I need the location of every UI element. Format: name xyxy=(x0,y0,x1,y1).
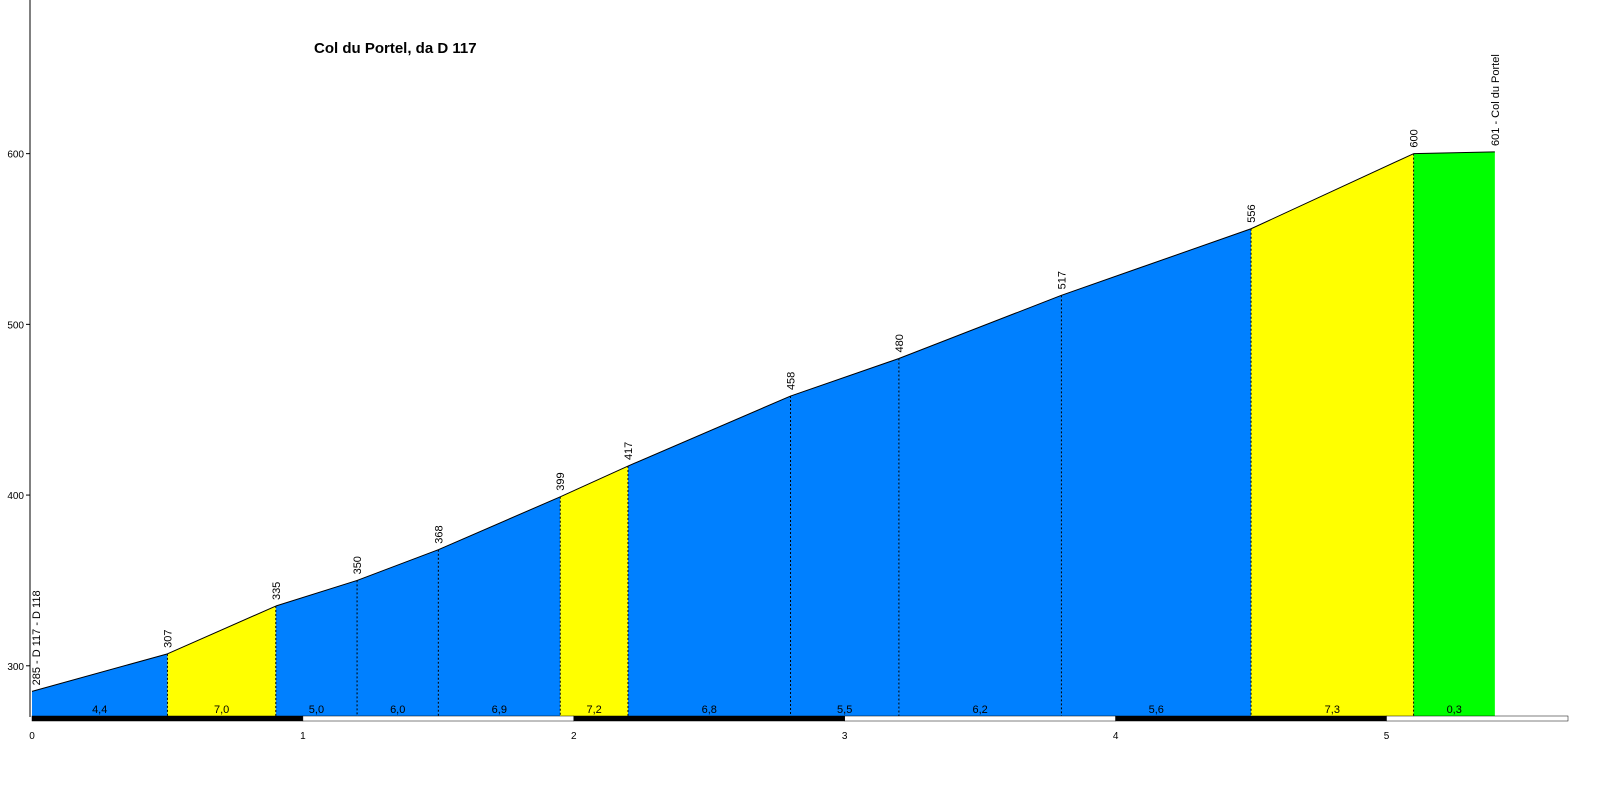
segment xyxy=(275,580,358,717)
elevation-label: 417 xyxy=(623,442,635,460)
chart-title: Col du Portel, da D 117 xyxy=(314,40,477,57)
elevation-label: 480 xyxy=(894,334,906,352)
gradient-label: 5,0 xyxy=(309,704,324,716)
segment xyxy=(560,466,628,717)
elevation-label: 601 - Col du Portel xyxy=(1490,54,1502,146)
x-tick-label: 1 xyxy=(300,731,306,742)
gradient-label: 0,3 xyxy=(1447,704,1462,716)
profile-line xyxy=(627,395,791,467)
scale-bar xyxy=(1386,715,1569,722)
gradient-label: 6,9 xyxy=(492,704,507,716)
profile-line xyxy=(560,465,629,498)
y-tick-label: 500 xyxy=(7,320,24,331)
gradient-label: 5,5 xyxy=(837,704,852,716)
x-tick-label: 2 xyxy=(571,731,577,742)
elevation-label: 285 - D 117 - D 118 xyxy=(31,590,43,685)
profile-line xyxy=(1250,153,1414,230)
segment xyxy=(357,549,439,717)
elevation-label: 458 xyxy=(786,372,798,390)
profile-line xyxy=(356,549,439,581)
gradient-label: 7,2 xyxy=(586,704,601,716)
gradient-label: 6,8 xyxy=(702,704,717,716)
elevation-label: 307 xyxy=(162,629,174,647)
elevation-label: 556 xyxy=(1246,204,1258,222)
profile-line xyxy=(1061,228,1252,296)
profile-line xyxy=(31,653,168,692)
elevation-label: 517 xyxy=(1056,271,1068,289)
elevation-label: 350 xyxy=(352,556,364,574)
segment xyxy=(167,606,276,717)
gradient-label: 5,6 xyxy=(1149,704,1164,716)
elevation-label: 368 xyxy=(433,525,445,543)
x-tick-label: 5 xyxy=(1384,731,1390,742)
segment xyxy=(898,295,1062,717)
elevation-label: 600 xyxy=(1409,129,1421,147)
profile-line xyxy=(275,579,358,607)
x-tick-label: 0 xyxy=(29,731,35,742)
scale-bar xyxy=(1115,715,1387,722)
y-tick-label: 400 xyxy=(7,491,24,502)
scale-bar xyxy=(844,715,1116,722)
elevation-label: 335 xyxy=(271,582,283,600)
scale-bar xyxy=(31,715,304,722)
segment xyxy=(1251,153,1414,718)
x-tick-label: 4 xyxy=(1113,731,1119,742)
profile-line xyxy=(1413,151,1495,155)
scale-bar xyxy=(573,715,845,722)
scale-bar xyxy=(302,715,575,722)
profile-line xyxy=(790,358,900,397)
gradient-label: 6,0 xyxy=(390,704,405,716)
segment xyxy=(627,396,791,717)
elevation-label: 399 xyxy=(555,472,567,490)
gradient-label: 6,2 xyxy=(972,704,987,716)
profile-line xyxy=(167,605,277,655)
segment xyxy=(790,358,899,717)
gradient-label: 4,4 xyxy=(92,704,107,716)
profile-line xyxy=(898,294,1062,359)
segment xyxy=(1413,151,1495,717)
gradient-label: 7,3 xyxy=(1325,704,1340,716)
y-tick-label: 600 xyxy=(7,150,24,161)
y-tick-label: 300 xyxy=(7,662,24,673)
segment xyxy=(1061,228,1252,717)
profile-line xyxy=(438,496,561,551)
gradient-label: 7,0 xyxy=(214,704,229,716)
segment xyxy=(32,653,168,717)
x-tick-label: 3 xyxy=(842,731,848,742)
segment xyxy=(438,496,561,717)
